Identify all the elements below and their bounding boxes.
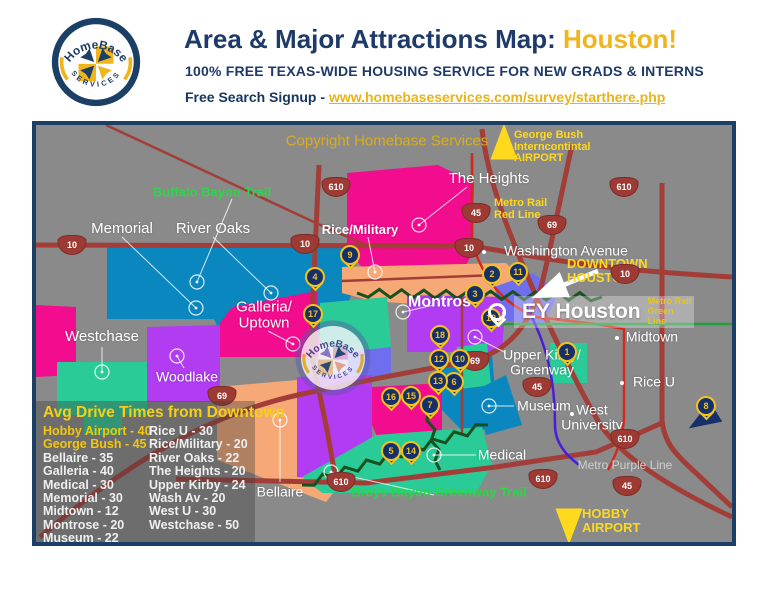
map-pin-3: 3 (465, 284, 485, 309)
houston-map: Copyright Homebase Services HomeBase S (32, 121, 736, 546)
drive-times-legend: Avg Drive Times from Downtown Hobby Airp… (36, 401, 286, 545)
museum-bayou (425, 409, 442, 471)
legend-title: Avg Drive Times from Downtown (43, 404, 286, 421)
map-yellow-label: George Bush Interncontintal AIRPORT (514, 129, 591, 165)
highway-shield-610: 610 (528, 469, 558, 489)
highway-shield-10: 10 (57, 235, 87, 255)
legend-column-1: Hobby Airport - 40 George Bush - 45 Bellai… (43, 424, 152, 546)
legend-entry: Museum - 22 (43, 531, 119, 546)
highway-shield-10: 10 (610, 264, 640, 284)
legend-entry: Hobby Airport - 40 (43, 424, 152, 438)
legend-entry: Rice U - 30 (149, 424, 213, 438)
highway-shield-69: 69 (207, 386, 237, 406)
highway-shield-10: 10 (454, 238, 484, 258)
map-pin-10: 10 (450, 349, 470, 374)
trail-label: Buffalo Bayou Trail (152, 184, 272, 200)
map-pin-14: 14 (401, 441, 421, 466)
region-woodlake (147, 325, 220, 402)
legend-entry: Wash Av - 20 (149, 491, 226, 506)
road-610-east (659, 183, 732, 509)
legend-entry: Upper Kirby - 24 (149, 477, 246, 492)
legend-entry: Midtown - 12 (43, 504, 119, 519)
map-yellow-label: HOBBY AIRPORT (582, 506, 641, 535)
legend-entry: Medical - 30 (43, 477, 114, 492)
signup-link[interactable]: www.homebaseservices.com/survey/starther… (328, 89, 666, 105)
legend-entry: The Heights - 20 (149, 464, 246, 479)
legend-entry: Memorial - 30 (43, 491, 123, 506)
legend-column-2: Rice U - 30 Rice/Military - 20 River Oaks … (149, 424, 248, 532)
map-pin-2: 2 (482, 264, 502, 289)
legend-entry: Westchase - 50 (149, 517, 240, 532)
legend-entry: Rice/Military - 20 (149, 437, 248, 452)
ey-houston-label: EY Houston (522, 300, 641, 323)
map-pin-16: 16 (381, 387, 401, 412)
rail-label: Metro Purple Line (577, 458, 673, 472)
copyright-text: Copyright Homebase Services (285, 132, 489, 150)
legend-entry: George Bush - 45 (43, 437, 147, 452)
highway-shield-10: 10 (290, 234, 320, 254)
map-pin-4: 4 (305, 267, 325, 292)
map-pin-11: 11 (508, 262, 528, 287)
map-pin-5: 5 (381, 441, 401, 466)
highway-shield-610: 610 (326, 472, 356, 492)
map-pin-13: 13 (428, 371, 448, 396)
downtown-arrow-icon (531, 268, 599, 299)
map-pin-7: 7 (420, 395, 440, 420)
highway-shield-610: 610 (609, 177, 639, 197)
map-pin-12: 12 (429, 349, 449, 374)
metro-green-line-label: Metro Rail Green Line (647, 296, 692, 326)
map-pin-9: 9 (340, 245, 360, 270)
map-canvas (36, 125, 732, 542)
legend-entry: River Oaks - 22 (149, 450, 240, 465)
map-pin-17: 17 (303, 304, 323, 329)
highway-shield-610: 610 (321, 177, 351, 197)
highway-shield-45: 45 (612, 476, 642, 496)
ey-location-marker-icon (488, 303, 507, 328)
trail-label: Brays Bayou Greenway Trail (351, 484, 527, 500)
highway-shield-610: 610 (610, 429, 640, 449)
rail-purple-line (523, 302, 580, 466)
leader-lines (94, 186, 624, 496)
homebase-logo-icon: HomeBase SERVICES (51, 17, 141, 107)
legend-entry: Galleria - 40 (43, 464, 114, 479)
legend-entry: Montrose - 20 (43, 517, 125, 532)
legend-entry: Bellaire - 35 (43, 450, 114, 465)
map-pin-15: 15 (401, 386, 421, 411)
map-pin-18: 18 (430, 325, 450, 350)
region-westchase (57, 362, 147, 435)
map-pin-8: 8 (696, 396, 716, 421)
highway-shield-45: 45 (522, 377, 552, 397)
highway-shield-45: 45 (461, 203, 491, 223)
highway-shield-69: 69 (537, 215, 567, 235)
header: HomeBase SERVICES Area & Major Attractio… (0, 0, 768, 120)
page-title: Area & Major Attractions Map: Houston! (184, 24, 678, 54)
regions (36, 165, 587, 502)
title-highlight: Houston! (562, 24, 678, 54)
ey-houston-callout: EY Houston Metro Rail Green Line (514, 296, 694, 328)
map-yellow-label: Metro Rail Red Line (494, 197, 548, 221)
legend-entry: West U - 30 (149, 504, 217, 519)
map-pin-1: 1 (557, 342, 577, 367)
region-galleria (220, 291, 319, 357)
subtitle: 100% FREE TEXAS-WIDE HOUSING SERVICE FOR… (185, 63, 704, 79)
signup-row: Free Search Signup - www.homebaseservice… (185, 89, 666, 105)
watermark-logo-icon: HomeBase SERVICES (295, 320, 371, 396)
